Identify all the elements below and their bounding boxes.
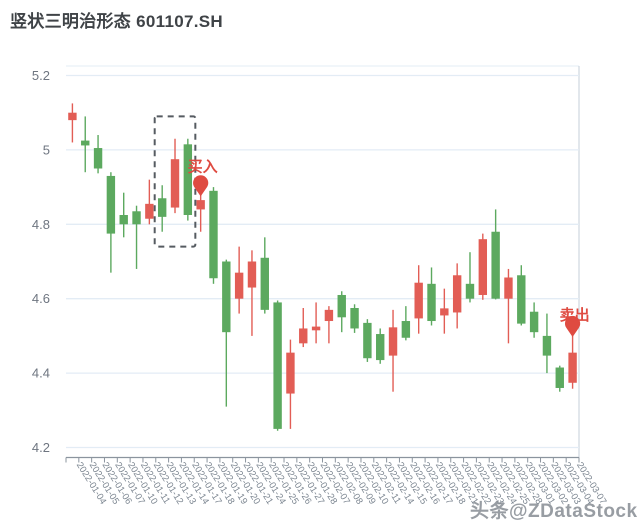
candle-body xyxy=(119,215,128,225)
candle-body xyxy=(234,272,244,299)
candle-body xyxy=(299,328,308,344)
candle-body xyxy=(324,309,334,322)
candle-body xyxy=(376,334,385,361)
candle-body xyxy=(247,261,257,288)
candle-body xyxy=(517,275,526,324)
candle-body xyxy=(350,308,359,329)
y-axis-label: 5 xyxy=(43,142,50,157)
candle-body xyxy=(273,302,282,429)
y-axis-label: 5.2 xyxy=(32,68,50,83)
candle-body xyxy=(93,148,103,169)
sell-pin-icon xyxy=(564,315,581,338)
buy-pin-icon xyxy=(193,175,209,197)
candle-body xyxy=(529,311,539,333)
candle-body xyxy=(363,322,372,359)
candle-body xyxy=(465,283,475,299)
candle-body xyxy=(568,352,577,383)
candle-body xyxy=(196,200,205,210)
candle-body xyxy=(311,326,321,331)
y-axis-label: 4.6 xyxy=(32,291,50,306)
candle-body xyxy=(132,211,141,225)
candle-body xyxy=(337,294,346,318)
candle-body xyxy=(260,257,269,310)
y-axis-label: 4.2 xyxy=(32,440,50,455)
chart-title: 竖状三明治形态 601107.SH xyxy=(10,12,223,31)
candle-body xyxy=(440,308,449,316)
candle-body xyxy=(401,321,411,338)
candle-body xyxy=(542,335,552,356)
candle-body xyxy=(145,203,154,219)
candle-body xyxy=(183,144,193,215)
candle-body xyxy=(452,275,462,313)
candle-body xyxy=(81,140,90,146)
candle-body xyxy=(157,198,167,217)
candle-body xyxy=(170,159,180,208)
candle-body xyxy=(427,283,436,322)
sell-label: 卖出 xyxy=(560,306,590,324)
candle-body xyxy=(106,175,116,234)
y-axis-label: 4.8 xyxy=(32,217,50,232)
candle-body xyxy=(286,352,295,394)
candle-body xyxy=(222,261,231,333)
watermark: 头条@ZDataStock xyxy=(470,501,638,522)
buy-label: 买入 xyxy=(188,158,218,175)
y-axis-label: 4.4 xyxy=(32,366,50,381)
candle-body xyxy=(414,282,423,319)
candle-body xyxy=(555,367,564,388)
candle-body xyxy=(68,112,77,121)
candle-body xyxy=(491,231,500,299)
candle-body xyxy=(504,277,513,299)
candle-body xyxy=(478,239,488,295)
candle-body xyxy=(209,190,218,279)
candle-body xyxy=(388,327,398,356)
